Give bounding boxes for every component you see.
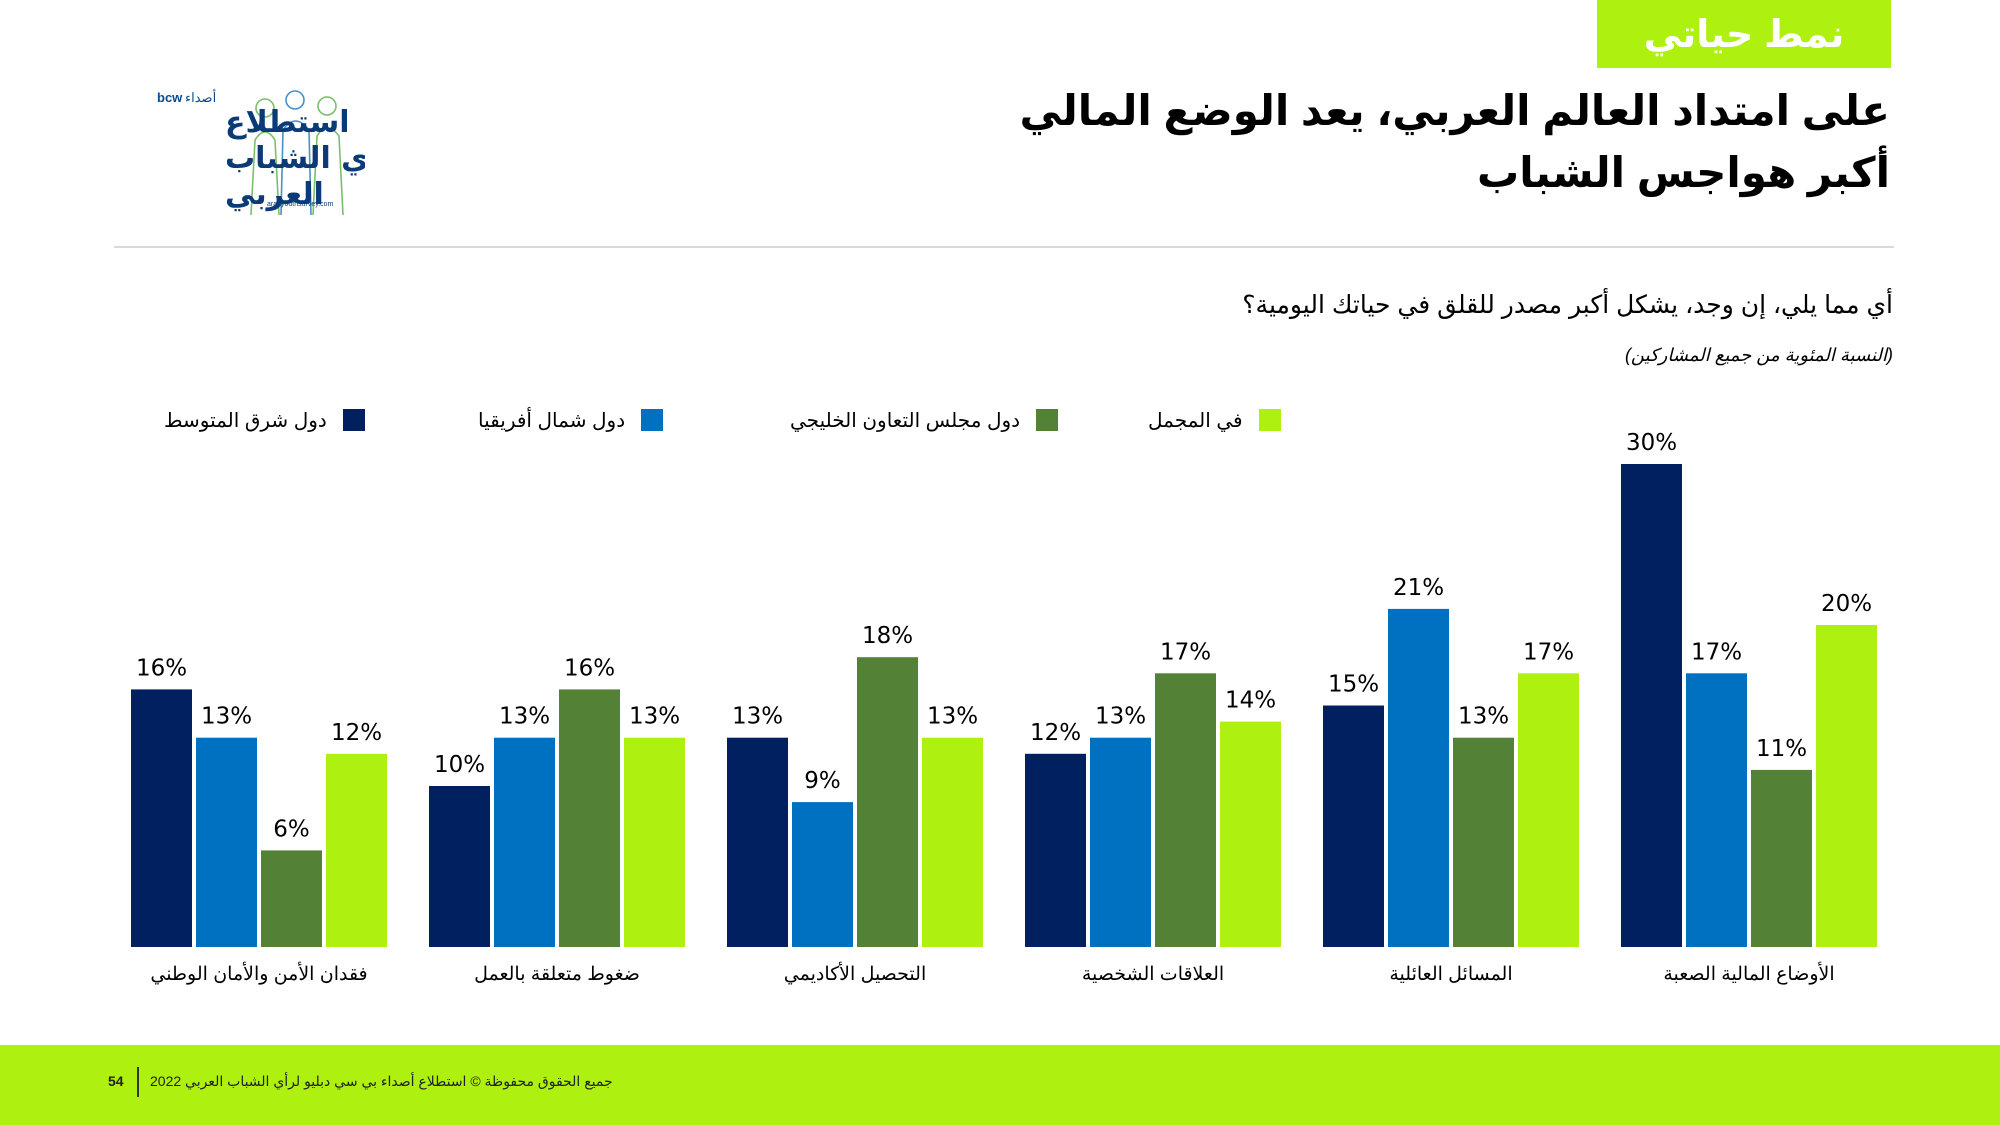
legend-label: في المجمل xyxy=(1148,409,1243,432)
bar xyxy=(1453,737,1514,947)
title-divider xyxy=(114,246,1894,248)
legend-item-gcc: دول مجلس التعاون الخليجي xyxy=(790,405,1059,435)
data-label: 15% xyxy=(1328,672,1379,698)
bar xyxy=(1816,625,1877,947)
logo-brand: bcw xyxy=(157,90,183,105)
data-label: 17% xyxy=(1691,639,1742,665)
bar xyxy=(1323,705,1384,947)
data-label: 13% xyxy=(1458,704,1509,730)
legend-label: دول شمال أفريقيا xyxy=(478,409,626,432)
category-label: التحصيل الأكاديمي xyxy=(784,961,926,985)
bar xyxy=(922,737,983,947)
legend-label: دول شرق المتوسط xyxy=(164,409,327,432)
logo-url: arabyouthsurvey.com xyxy=(267,201,334,208)
data-label: 18% xyxy=(862,623,913,649)
legend-swatch xyxy=(641,409,664,431)
data-label: 13% xyxy=(1095,704,1146,730)
legend-item-overall: في المجمل xyxy=(1148,405,1281,435)
bar xyxy=(494,737,555,947)
data-label: 21% xyxy=(1393,575,1444,601)
bar xyxy=(326,753,387,947)
data-label: 20% xyxy=(1821,591,1872,617)
logo-line3: العربي xyxy=(225,177,324,212)
data-label: 13% xyxy=(927,704,978,730)
data-label: 6% xyxy=(273,816,310,842)
people-illustration-icon xyxy=(250,90,344,216)
legend-swatch xyxy=(342,409,365,431)
data-label: 13% xyxy=(499,704,550,730)
data-label: 16% xyxy=(136,655,187,681)
data-label: 12% xyxy=(1030,720,1081,746)
category-label: المسائل العائلية xyxy=(1389,964,1512,985)
data-label: 16% xyxy=(564,655,615,681)
footer-separator xyxy=(137,1067,139,1097)
bar xyxy=(1025,753,1086,947)
survey-question: أي مما يلي، إن وجد، يشكل أكبر مصدر للقلق… xyxy=(1242,291,1893,319)
data-label: 12% xyxy=(331,720,382,746)
bar xyxy=(792,802,853,947)
bar xyxy=(1518,673,1579,947)
category-label: الأوضاع المالية الصعبة xyxy=(1663,961,1834,985)
bar xyxy=(1388,608,1449,947)
category-label: ضغوط متعلقة بالعمل xyxy=(474,964,640,985)
page-number: 54 xyxy=(108,1073,124,1089)
category-label: فقدان الأمن والأمان الوطني xyxy=(150,961,367,985)
bar xyxy=(1751,769,1812,947)
logo-line1: استطلاع xyxy=(225,105,350,140)
bar-chart: 30% 17% 11% 20% الأوضاع المالية الصعبة 15% 21%… xyxy=(131,430,1877,985)
category-label: العلاقات الشخصية xyxy=(1082,964,1224,985)
page-title: على امتداد العالم العربي، يعد الوضع الما… xyxy=(1019,87,1890,196)
data-label: 13% xyxy=(629,704,680,730)
legend-swatch xyxy=(1258,409,1281,431)
data-label: 14% xyxy=(1225,688,1276,714)
respondents-note: (النسبة المئوية من جميع المشاركين) xyxy=(1624,345,1893,365)
data-label: 13% xyxy=(732,704,783,730)
legend-item-north-africa: دول شمال أفريقيا xyxy=(478,405,664,435)
logo-line2: رأي الشباب xyxy=(225,138,365,176)
bar xyxy=(727,737,788,947)
data-label: 17% xyxy=(1523,639,1574,665)
section-tag: نمط حياتي xyxy=(1597,0,1891,68)
data-label: 17% xyxy=(1160,639,1211,665)
bar xyxy=(429,786,490,947)
bar xyxy=(1155,673,1216,947)
bar xyxy=(1621,464,1682,947)
bar xyxy=(131,689,192,947)
data-label: 13% xyxy=(201,704,252,730)
bar xyxy=(1090,737,1151,947)
logo-partner: أصداء xyxy=(185,89,216,105)
bar xyxy=(196,737,257,947)
bar xyxy=(1686,673,1747,947)
data-label: 11% xyxy=(1756,736,1807,762)
footer-copyright: جميع الحقوق محفوظة © استطلاع أصداء بي سي… xyxy=(150,1073,613,1089)
footer-bar: 54 جميع الحقوق محفوظة © استطلاع أصداء بي… xyxy=(0,1045,2000,1125)
bar xyxy=(559,689,620,947)
bar xyxy=(624,737,685,947)
bar xyxy=(1220,721,1281,947)
legend-item-levant: دول شرق المتوسط xyxy=(164,405,365,435)
legend-label: دول مجلس التعاون الخليجي xyxy=(790,409,1021,432)
survey-logo: bcw أصداء استطلاع رأي الشباب العربي arab… xyxy=(105,80,396,220)
legend-swatch xyxy=(1036,409,1059,431)
bar xyxy=(857,657,918,947)
data-label: 9% xyxy=(804,768,841,794)
data-label: 10% xyxy=(434,752,485,778)
bar xyxy=(261,850,322,947)
data-label: 30% xyxy=(1626,430,1677,456)
